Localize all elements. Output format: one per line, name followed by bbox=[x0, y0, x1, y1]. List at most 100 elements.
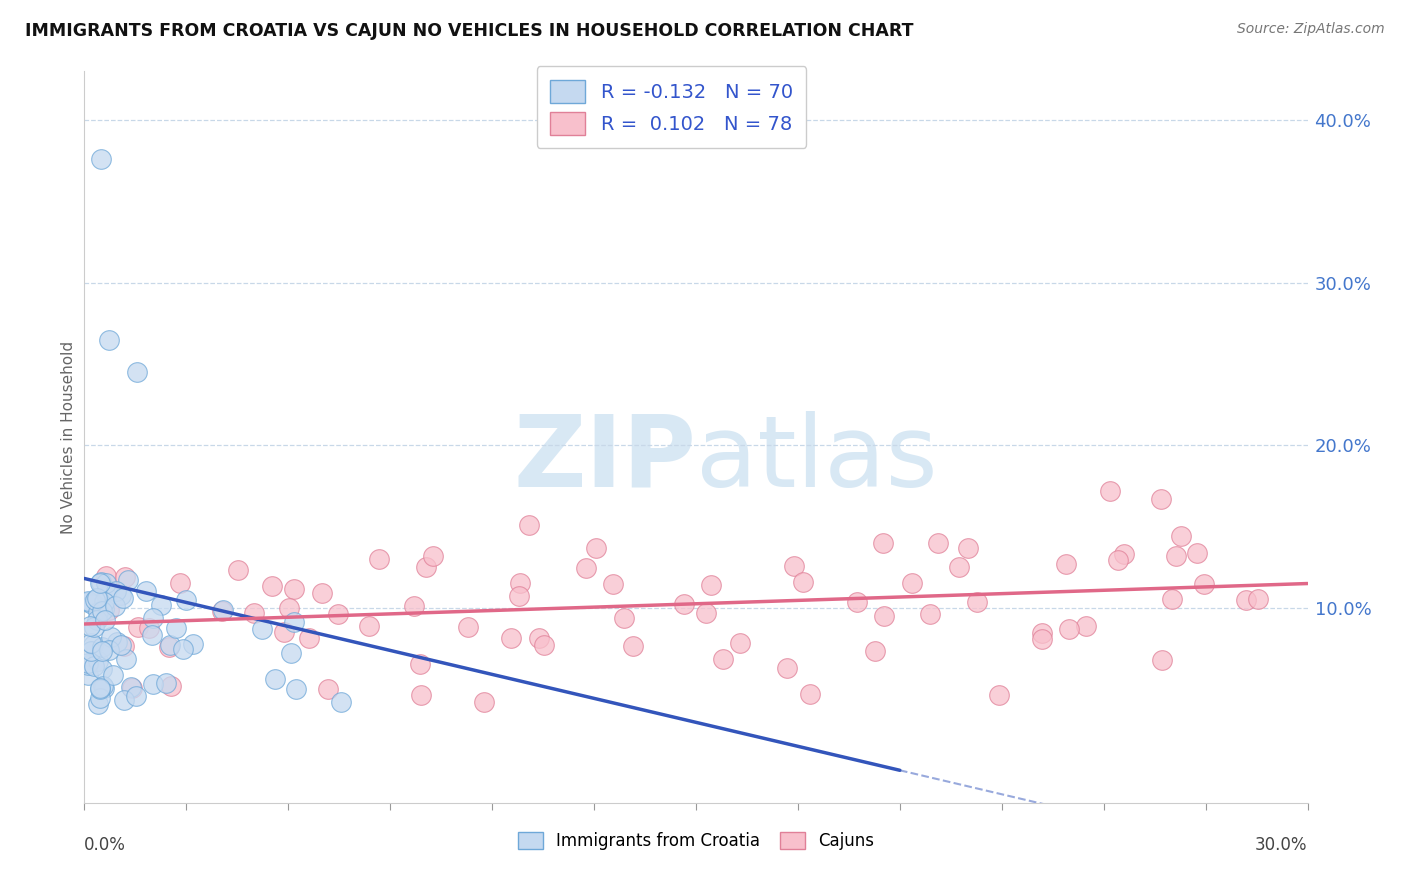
Point bbox=[174, 592, 197, 607]
Point bbox=[211, 603, 233, 617]
Point bbox=[1149, 491, 1171, 506]
Point bbox=[457, 620, 479, 634]
Text: IMMIGRANTS FROM CROATIA VS CAJUN NO VEHICLES IN HOUSEHOLD CORRELATION CHART: IMMIGRANTS FROM CROATIA VS CAJUN NO VEHI… bbox=[25, 22, 914, 40]
Point bbox=[84, 592, 107, 607]
Point bbox=[112, 693, 135, 707]
Point bbox=[226, 563, 249, 577]
Point bbox=[94, 613, 117, 627]
Point bbox=[278, 601, 301, 615]
Point bbox=[621, 639, 644, 653]
Point bbox=[157, 640, 180, 654]
Point bbox=[77, 656, 100, 670]
Point bbox=[409, 657, 432, 671]
Point bbox=[585, 541, 607, 556]
Point bbox=[368, 552, 391, 566]
Point bbox=[125, 690, 148, 704]
Point bbox=[80, 636, 103, 650]
Point bbox=[138, 621, 160, 635]
Point bbox=[901, 576, 924, 591]
Point bbox=[91, 679, 114, 693]
Point bbox=[110, 638, 132, 652]
Text: Source: ZipAtlas.com: Source: ZipAtlas.com bbox=[1237, 22, 1385, 37]
Text: ZIP: ZIP bbox=[513, 410, 696, 508]
Point bbox=[93, 595, 115, 609]
Point bbox=[86, 605, 108, 619]
Point bbox=[90, 604, 112, 618]
Point bbox=[1074, 619, 1097, 633]
Point bbox=[1057, 622, 1080, 636]
Point bbox=[1170, 529, 1192, 543]
Point bbox=[422, 549, 444, 563]
Point bbox=[142, 677, 165, 691]
Text: 0.0%: 0.0% bbox=[84, 837, 127, 855]
Point bbox=[283, 582, 305, 596]
Point bbox=[799, 687, 821, 701]
Point bbox=[1160, 591, 1182, 606]
Point bbox=[89, 681, 111, 695]
Point bbox=[127, 620, 149, 634]
Point bbox=[243, 606, 266, 620]
Point bbox=[1247, 592, 1270, 607]
Point bbox=[110, 588, 132, 602]
Point bbox=[77, 658, 100, 673]
Point bbox=[93, 602, 115, 616]
Point bbox=[83, 659, 105, 673]
Point bbox=[86, 591, 108, 606]
Point bbox=[711, 652, 734, 666]
Point bbox=[872, 535, 894, 549]
Point bbox=[96, 582, 118, 597]
Point bbox=[326, 607, 349, 621]
Point bbox=[1187, 546, 1209, 560]
Point bbox=[863, 644, 886, 658]
Point bbox=[80, 644, 103, 658]
Point bbox=[782, 559, 804, 574]
Point bbox=[792, 574, 814, 589]
Point bbox=[575, 561, 598, 575]
Point bbox=[1031, 626, 1053, 640]
Point bbox=[120, 681, 142, 695]
Point bbox=[160, 679, 183, 693]
Point bbox=[988, 688, 1011, 702]
Point bbox=[104, 599, 127, 614]
Point bbox=[117, 573, 139, 587]
Point bbox=[181, 637, 204, 651]
Point bbox=[114, 570, 136, 584]
Point bbox=[87, 654, 110, 668]
Point bbox=[165, 621, 187, 635]
Point bbox=[415, 559, 437, 574]
Point bbox=[280, 646, 302, 660]
Point bbox=[115, 652, 138, 666]
Point bbox=[501, 632, 523, 646]
Point bbox=[96, 569, 118, 583]
Point bbox=[91, 662, 114, 676]
Point bbox=[77, 667, 100, 681]
Point bbox=[948, 560, 970, 574]
Point bbox=[97, 333, 120, 347]
Point bbox=[283, 615, 305, 629]
Point bbox=[404, 599, 426, 614]
Point bbox=[101, 668, 124, 682]
Point bbox=[250, 622, 273, 636]
Point bbox=[1152, 653, 1174, 667]
Point bbox=[1054, 557, 1077, 571]
Point bbox=[90, 152, 112, 166]
Point bbox=[90, 575, 112, 590]
Point bbox=[111, 591, 134, 605]
Point bbox=[77, 595, 100, 609]
Point bbox=[613, 611, 636, 625]
Point bbox=[872, 609, 894, 624]
Point bbox=[846, 595, 869, 609]
Point bbox=[517, 518, 540, 533]
Point bbox=[1114, 547, 1136, 561]
Point bbox=[141, 628, 163, 642]
Point bbox=[1192, 576, 1215, 591]
Point bbox=[529, 632, 551, 646]
Legend: Immigrants from Croatia, Cajuns: Immigrants from Croatia, Cajuns bbox=[510, 825, 882, 856]
Point bbox=[86, 613, 108, 627]
Point bbox=[602, 577, 624, 591]
Point bbox=[966, 595, 988, 609]
Point bbox=[105, 635, 128, 649]
Point bbox=[330, 695, 353, 709]
Point bbox=[90, 640, 112, 654]
Point bbox=[172, 642, 194, 657]
